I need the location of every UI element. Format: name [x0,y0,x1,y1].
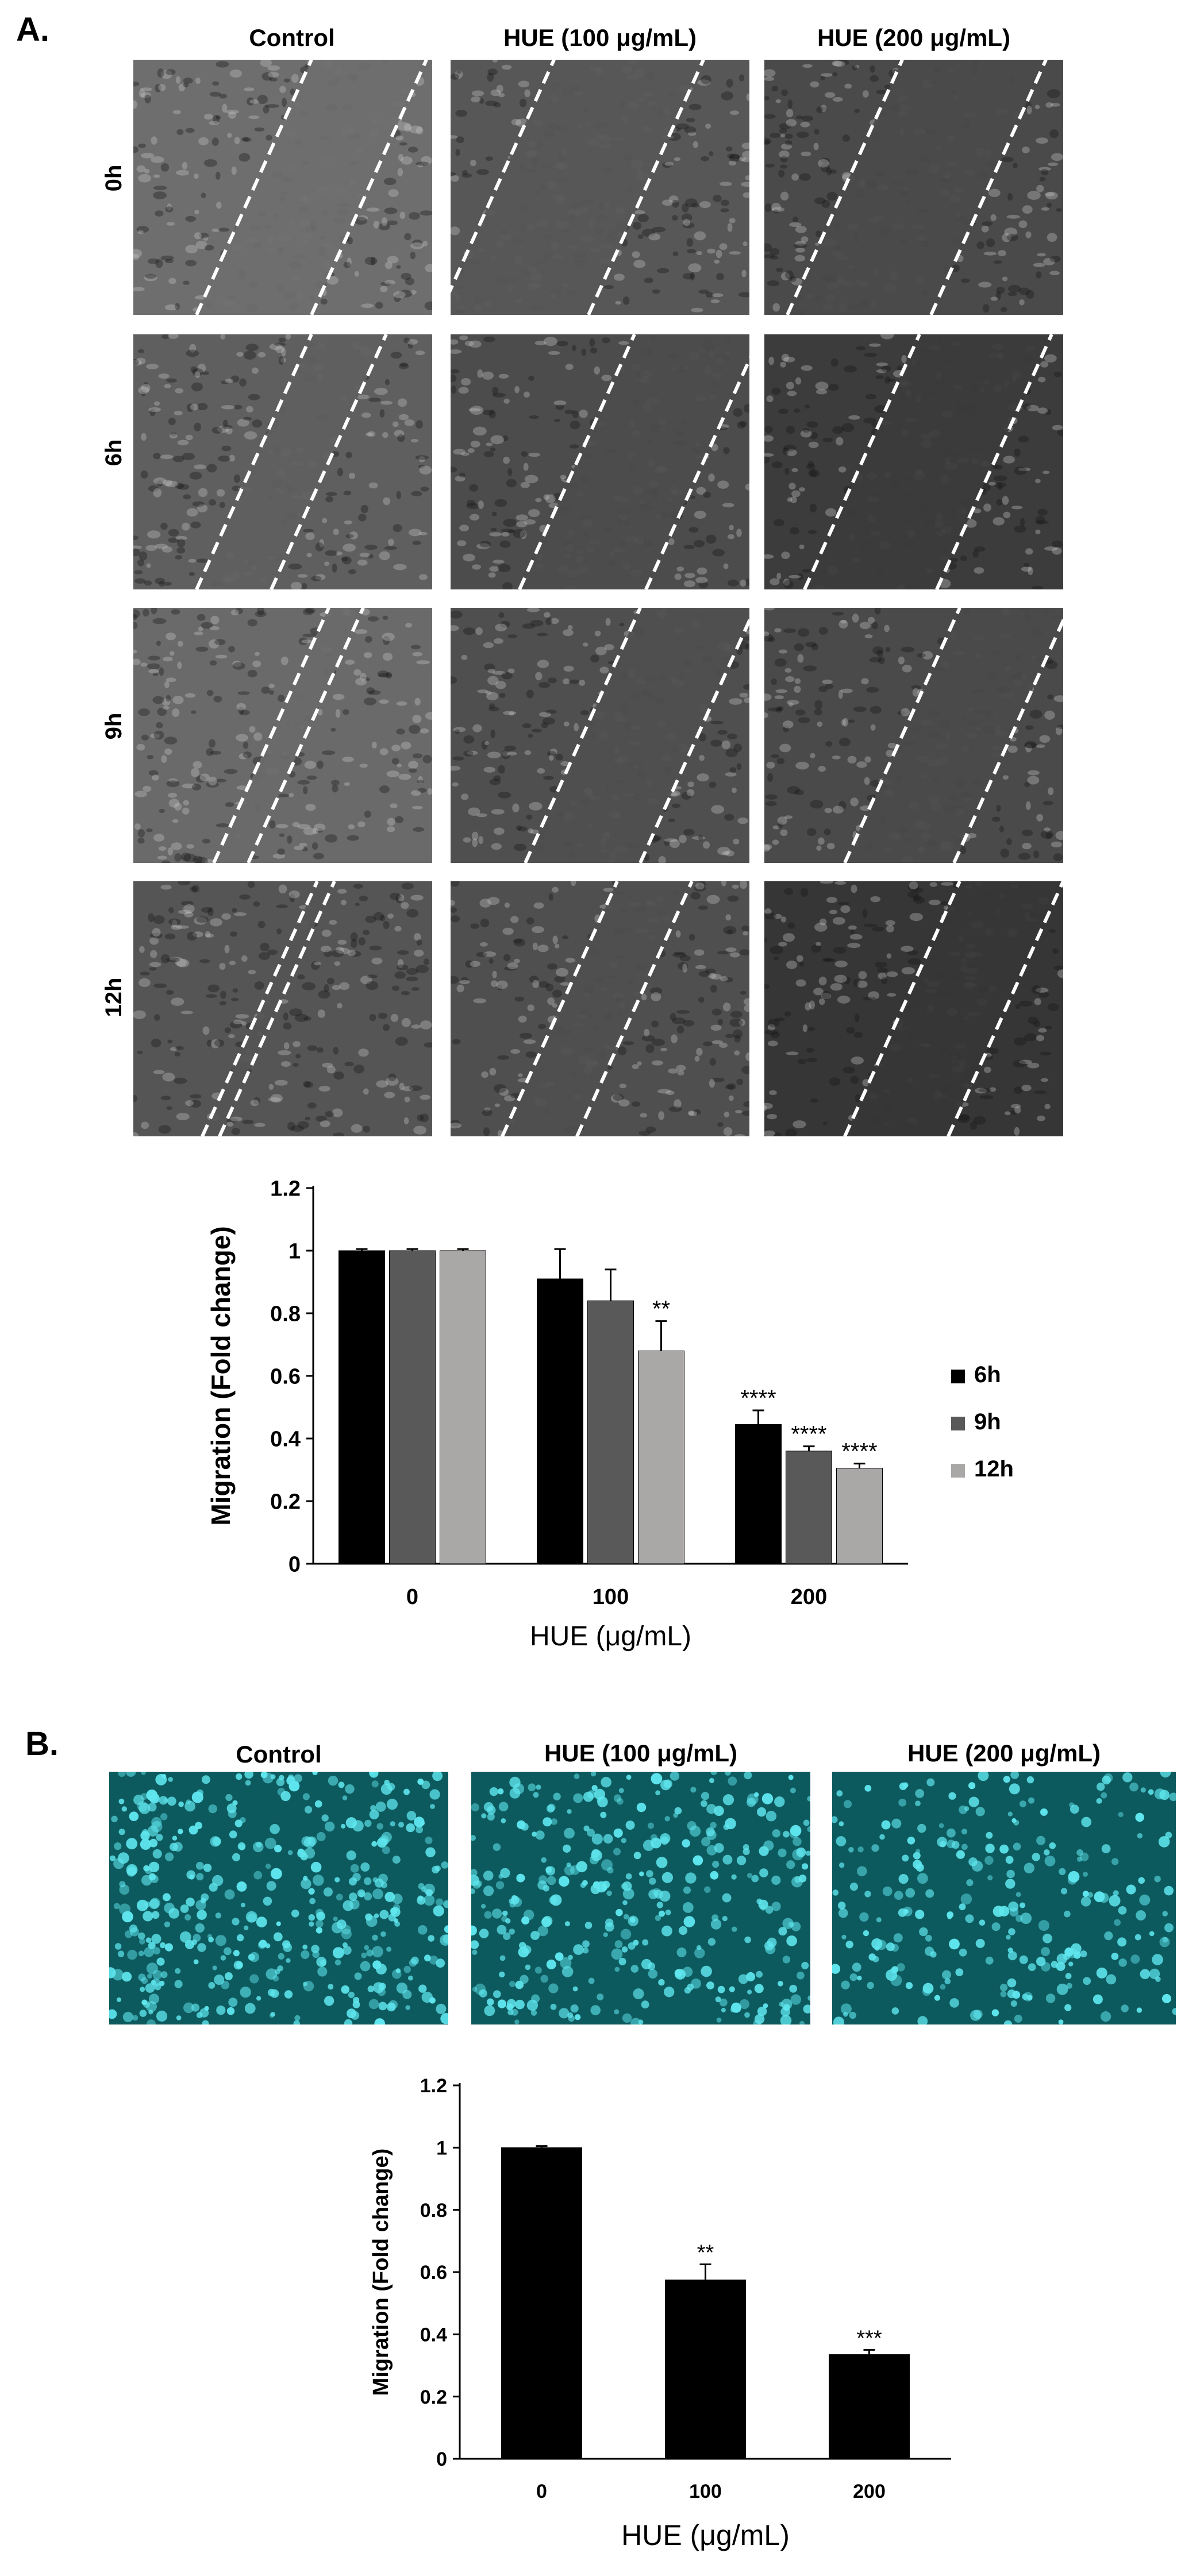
panel-b-col-hue100: HUE (100 μg/mL) [544,1740,738,1767]
y-tick-label: 1.2 [270,1177,301,1201]
panel-a-row-0h: 0h [101,164,126,192]
bar-12h-0 [440,1250,486,1564]
bar-9h-100 [587,1300,634,1564]
bar-9h-200 [786,1451,832,1564]
bar-6h-0 [338,1250,385,1564]
significance-label: *** [856,2326,882,2350]
panel-a-col-hue200: HUE (200 μg/mL) [817,24,1011,51]
y-tick-label: 0.4 [270,1428,301,1452]
panel-b-col-control: Control [236,1741,322,1768]
bar-6h-200 [735,1424,782,1564]
y-tick-label: 0.4 [420,2324,447,2346]
scratch-image-0h-2 [764,60,1063,315]
y-tick-label: 1 [289,1240,301,1264]
panel-b-col-hue200: HUE (200 μg/mL) [907,1740,1101,1767]
scratch-image-6h-0 [133,334,432,589]
panel-a-row-12h: 12h [101,977,126,1017]
scratch-image-12h-1 [451,881,749,1136]
panel-a-row-9h: 9h [101,712,126,740]
scratch-image-12h-2 [764,881,1063,1136]
y-axis-label: Migration (Fold change) [206,1226,236,1525]
x-tick-label: 200 [791,1585,827,1609]
bar-Migration-100 [665,2280,746,2459]
fluorescence-image-0 [109,1772,448,2024]
bar-12h-200 [836,1468,883,1564]
fluorescence-image-2 [832,1772,1176,2024]
bar-6h-100 [537,1278,583,1564]
significance-label: ** [652,1297,670,1322]
significance-label: ** [697,2240,714,2265]
scratch-image-12h-0 [133,881,432,1136]
scratch-image-9h-2 [764,608,1063,863]
x-tick-label: 100 [689,2481,722,2502]
panel-a-row-6h: 6h [101,439,126,466]
x-tick-label: 0 [406,1585,418,1609]
panel-b-label: B. [25,1725,59,1763]
y-tick-label: 0.6 [420,2262,447,2284]
y-tick-label: 0.2 [420,2386,447,2408]
scratch-image-0h-0 [133,60,432,315]
scratch-image-0h-1 [451,60,749,315]
bar-12h-100 [638,1350,684,1564]
significance-label: **** [841,1439,877,1464]
bar-Migration-0 [501,2147,582,2459]
legend-label-9h: 9h [974,1409,1001,1434]
legend-swatch-12h [951,1464,965,1478]
significance-label: **** [791,1422,826,1447]
panel-a-col-control: Control [249,24,335,51]
panel-a-col-hue100: HUE (100 μg/mL) [503,24,697,51]
y-tick-label: 0.6 [270,1365,301,1389]
migration-chart-a: 0 0.2 0.4 0.6 0.8 1 1.2 0 ** 100 **** **** **** 200 HU… [206,1177,1014,1652]
y-axis-label: Migration (Fold change) [369,2149,393,2396]
scratch-image-9h-1 [451,608,749,863]
scratch-image-9h-0 [133,608,432,863]
y-tick-label: 1 [436,2138,447,2159]
legend-swatch-6h [951,1370,965,1383]
scratch-image-6h-1 [451,334,749,589]
x-tick-label: 0 [536,2481,547,2502]
x-tick-label: 100 [593,1585,629,1609]
y-tick-label: 1.2 [420,2075,447,2097]
bar-9h-0 [389,1250,436,1564]
scratch-image-6h-2 [764,334,1063,589]
panel-a-label: A. [16,11,49,48]
legend-label-6h: 6h [974,1362,1001,1387]
x-tick-label: 200 [853,2481,886,2502]
legend-swatch-9h [951,1417,965,1430]
significance-label: **** [740,1386,776,1411]
legend-label-12h: 12h [974,1456,1014,1482]
y-tick-label: 0.8 [270,1302,301,1326]
bar-Migration-200 [829,2354,910,2459]
fluorescence-image-1 [471,1772,810,2024]
y-tick-label: 0.8 [420,2200,447,2222]
migration-chart-b: 0 0.2 0.4 0.6 0.8 1 1.2 0 ** 100 *** 200 HUE (μg/mL)… [369,2075,951,2551]
y-tick-label: 0 [289,1553,301,1577]
x-axis-label: HUE (μg/mL) [530,1621,691,1652]
y-tick-label: 0.2 [270,1490,301,1514]
x-axis-label: HUE (μg/mL) [621,2519,790,2551]
y-tick-label: 0 [436,2448,447,2470]
